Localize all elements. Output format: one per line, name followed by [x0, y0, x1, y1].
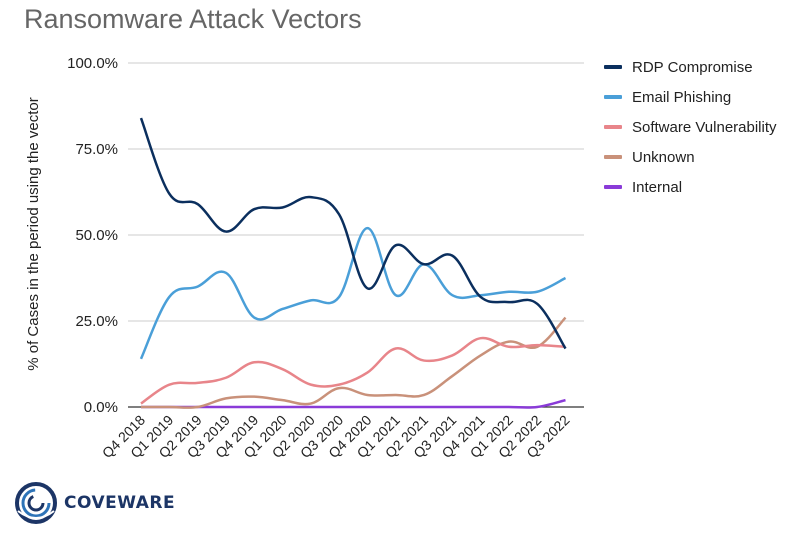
coveware-swirl-logo-icon: [15, 482, 57, 524]
y-tick-label: 100.0%: [67, 55, 118, 72]
y-axis-tick-labels: 0.0% 25.0% 50.0% 75.0% 100.0%: [67, 55, 118, 416]
y-tick-label: 75.0%: [75, 141, 118, 158]
series-line-unknown: [140, 316, 567, 409]
series-line-internal: [140, 398, 566, 409]
series-line-rdp-compromise: [139, 117, 567, 350]
legend-label: RDP Compromise: [632, 58, 753, 76]
legend-item: Email Phishing: [604, 82, 777, 112]
y-tick-label: 0.0%: [84, 399, 118, 416]
y-tick-label: 50.0%: [75, 227, 118, 244]
legend-label: Email Phishing: [632, 88, 732, 106]
legend-label: Internal: [632, 178, 683, 196]
y-tick-label: 25.0%: [75, 313, 118, 330]
legend-item: Software Vulnerability: [604, 112, 777, 142]
series-line-software-vulnerability: [140, 336, 566, 405]
legend-swatch: [604, 65, 622, 69]
legend-label: Software Vulnerability: [632, 118, 777, 136]
legend-item: RDP Compromise: [604, 52, 777, 82]
legend-label: Unknown: [632, 148, 695, 166]
grid-lines: [128, 62, 584, 408]
y-axis-label: % of Cases in the period using the vecto…: [25, 97, 42, 371]
legend-swatch: [604, 125, 622, 129]
legend-item: Unknown: [604, 142, 777, 172]
legend-swatch: [604, 95, 622, 99]
legend-swatch: [604, 185, 622, 189]
coveware-logo: COVEWARE: [14, 481, 175, 525]
chart-legend: RDP Compromise Email Phishing Software Vul…: [604, 52, 777, 202]
logo-wordmark: COVEWARE: [64, 493, 176, 513]
series-lines: [139, 117, 567, 409]
series-line-email-phishing: [139, 226, 567, 360]
legend-item: Internal: [604, 172, 777, 202]
chart-title: Ransomware Attack Vectors: [24, 4, 362, 34]
legend-swatch: [604, 155, 622, 159]
